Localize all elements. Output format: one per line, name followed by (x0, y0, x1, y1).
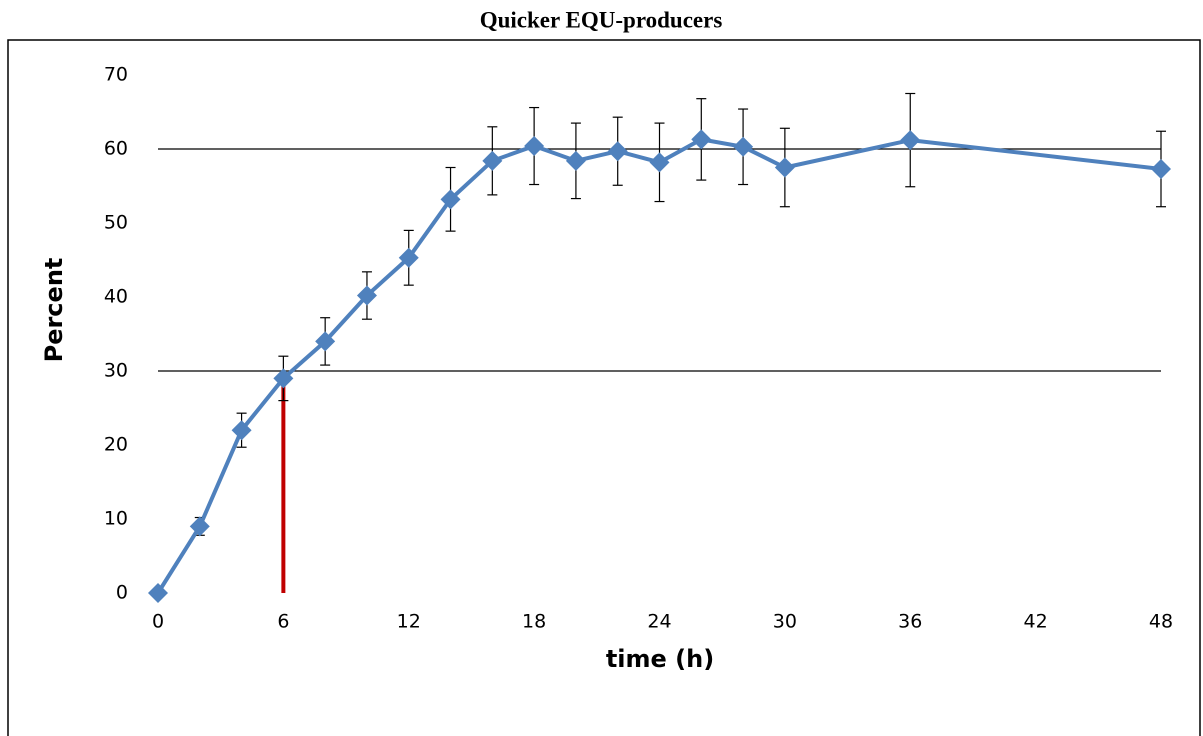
marker (273, 368, 294, 389)
marker (774, 157, 795, 178)
x-axis-title: time (h) (606, 645, 714, 673)
y-tick-label: 10 (104, 508, 128, 530)
x-tick-label: 42 (1024, 611, 1048, 633)
x-tick-label: 0 (152, 611, 164, 633)
marker (482, 150, 503, 171)
x-tick-label: 6 (277, 611, 289, 633)
marker (649, 152, 670, 173)
marker (189, 516, 210, 537)
x-tick-label: 48 (1149, 611, 1173, 633)
marker (356, 285, 377, 306)
frame (7, 39, 1201, 736)
marker (900, 130, 921, 151)
y-tick-label: 20 (104, 434, 128, 456)
marker (148, 583, 168, 603)
x-tick-label: 24 (647, 611, 671, 633)
x-tick-label: 36 (898, 611, 922, 633)
x-tick-label: 18 (522, 611, 546, 633)
chart-title: Quicker EQU-producers (480, 7, 723, 32)
marker (440, 189, 461, 210)
marker (398, 247, 419, 268)
marker (524, 136, 545, 157)
marker (565, 150, 586, 171)
marker (315, 331, 336, 352)
x-tick-label: 12 (397, 611, 421, 633)
series-line (156, 137, 1162, 595)
y-tick-label: 70 (104, 64, 128, 86)
y-tick-label: 50 (104, 212, 128, 234)
marker (231, 420, 252, 441)
y-axis-title: Percent (40, 258, 68, 363)
y-tick-label: 60 (104, 138, 128, 160)
marker (1151, 158, 1171, 179)
x-tick-label: 30 (773, 611, 797, 633)
y-tick-label: 40 (104, 286, 128, 308)
marker (607, 141, 628, 162)
marker (733, 136, 754, 157)
y-tick-label: 0 (116, 582, 128, 604)
y-tick-label: 30 (104, 360, 128, 382)
marker (691, 129, 712, 150)
